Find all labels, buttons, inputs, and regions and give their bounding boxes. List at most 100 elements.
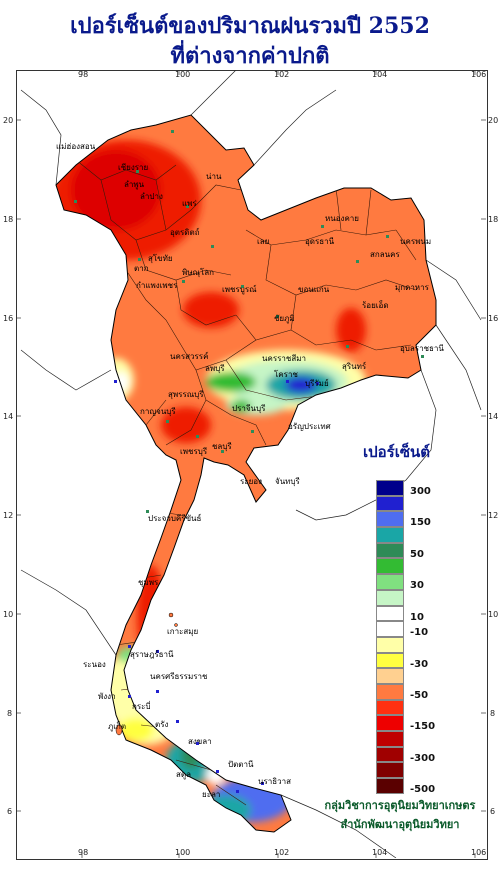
place-label: ประจวบคีรีขันธ์ — [148, 514, 202, 523]
lat-tick-left: 8 — [7, 709, 13, 718]
lon-tick-bottom: 102 — [274, 848, 290, 857]
place-label: อรัญประเทศ — [288, 422, 331, 431]
lon-tick-top: 98 — [78, 70, 89, 79]
axis-ticks — [16, 70, 486, 858]
place-label: ระนอง — [83, 660, 106, 669]
lat-tick-right: 18 — [488, 215, 499, 224]
place-label: จันทบุรี — [275, 477, 300, 486]
lat-tick-right: 20 — [488, 116, 499, 125]
lat-tick-left: 10 — [3, 610, 14, 619]
place-label: แพร่ — [182, 199, 197, 208]
place-label: เชียงราย — [118, 163, 149, 172]
legend-label: 300 — [410, 486, 431, 497]
lat-tick-left: 6 — [7, 807, 13, 816]
lon-tick-top: 104 — [372, 70, 388, 79]
place-label: สุพรรณบุรี — [168, 390, 204, 399]
place-label: ชัยภูมิ — [274, 314, 295, 323]
lat-tick-left: 16 — [3, 314, 14, 323]
legend-label: 150 — [410, 517, 431, 529]
place-label: ลำปาง — [140, 192, 163, 201]
legend-swatch — [376, 495, 404, 512]
place-label: เพชรบูรณ์ — [222, 285, 257, 294]
lat-tick-right: 16 — [488, 314, 499, 323]
legend-swatch — [376, 731, 404, 747]
place-label: กำแพงเพชร — [136, 281, 178, 290]
place-label: นครสวรรค์ — [170, 352, 209, 361]
legend-label: -300 — [410, 752, 436, 764]
lat-tick-right: 6 — [490, 807, 496, 816]
legend-label: 50 — [410, 548, 424, 560]
place-label: เกาะสมุย — [167, 627, 199, 636]
map-title-line1: เปอร์เซ็นต์ของปริมาณฝนรวมปี 2552 — [70, 13, 430, 39]
lat-tick-right: 12 — [488, 511, 499, 520]
station-markers — [74, 130, 424, 793]
place-label: พิษณุโลก — [182, 268, 215, 277]
place-label: ขอนแก่น — [298, 285, 330, 294]
place-label: ชลบุรี — [212, 442, 232, 451]
place-label: เพชรบุรี — [180, 447, 208, 456]
legend-swatch — [376, 636, 404, 653]
lat-tick-left: 20 — [3, 116, 14, 125]
place-label: อุตรดิตถ์ — [170, 228, 200, 237]
legend-swatch — [376, 574, 404, 590]
legend-label: -150 — [410, 721, 436, 733]
lat-tick-right: 10 — [488, 610, 499, 619]
lon-tick-bottom: 104 — [372, 848, 388, 857]
legend-swatch — [376, 605, 404, 622]
place-label: สุราษฎร์ธานี — [130, 650, 174, 659]
lat-tick-right: 8 — [490, 709, 496, 718]
place-label: ลำพูน — [124, 180, 145, 189]
place-label: ปราจีนบุรี — [232, 404, 266, 413]
legend-label: -30 — [410, 658, 429, 670]
place-label: อุบลราชธานี — [400, 344, 444, 353]
place-label: อุดรธานี — [305, 237, 335, 246]
lon-tick-top: 106 — [471, 70, 487, 79]
legend-swatch — [376, 699, 404, 716]
legend-swatch — [376, 621, 404, 637]
legend-label: 10 — [410, 611, 424, 623]
lat-tick-left: 12 — [3, 511, 14, 520]
lat-tick-left: 14 — [3, 412, 14, 421]
legend-title: เปอร์เซ็นต์ — [363, 443, 431, 461]
rainfall-map — [16, 70, 486, 858]
place-label: ตาก — [134, 264, 149, 273]
place-label: หนองคาย — [325, 214, 359, 223]
legend-swatch — [376, 715, 404, 731]
legend-label: -500 — [410, 784, 436, 796]
legend-label: 30 — [410, 580, 424, 592]
place-label: สุโขทัย — [148, 254, 173, 263]
place-label: พังงา — [98, 692, 116, 701]
legend-swatch — [376, 762, 404, 779]
place-label: กระบี่ — [132, 702, 151, 711]
legend-swatch — [376, 558, 404, 575]
lon-tick-bottom: 100 — [175, 848, 191, 857]
lat-tick-left: 18 — [3, 215, 14, 224]
legend-swatch — [376, 480, 404, 496]
place-label: สงขลา — [188, 737, 212, 746]
legend-label: -10 — [410, 627, 429, 639]
legend-swatch — [376, 589, 404, 606]
place-label: ภูเก็ต — [108, 722, 127, 731]
legend-swatch — [376, 511, 404, 528]
place-label: ปัตตานี — [228, 760, 254, 769]
legend-swatch — [376, 527, 404, 543]
place-label: สตูล — [176, 770, 191, 779]
legend-swatch — [376, 746, 404, 763]
lat-tick-right: 14 — [488, 412, 499, 421]
place-label: ตรัง — [155, 720, 169, 729]
lon-tick-top: 100 — [175, 70, 191, 79]
place-label: กาญจนบุรี — [140, 407, 176, 416]
place-label: นครศรีธรรมราช — [150, 672, 208, 681]
legend-swatch — [376, 778, 404, 794]
place-label: ยะลา — [202, 790, 221, 799]
place-label: แม่ฮ่องสอน — [56, 142, 96, 151]
place-label: มุกดาหาร — [395, 283, 429, 292]
place-label: นครราชสีมา — [262, 354, 306, 363]
place-label: โคราช — [274, 370, 298, 379]
legend-swatch — [376, 668, 404, 684]
lon-tick-bottom: 98 — [78, 848, 89, 857]
place-label: ระยอง — [240, 477, 262, 486]
legend-swatch — [376, 683, 404, 700]
legend-swatch — [376, 542, 404, 559]
map-title-line2: ที่ต่างจากค่าปกติ — [170, 43, 330, 69]
